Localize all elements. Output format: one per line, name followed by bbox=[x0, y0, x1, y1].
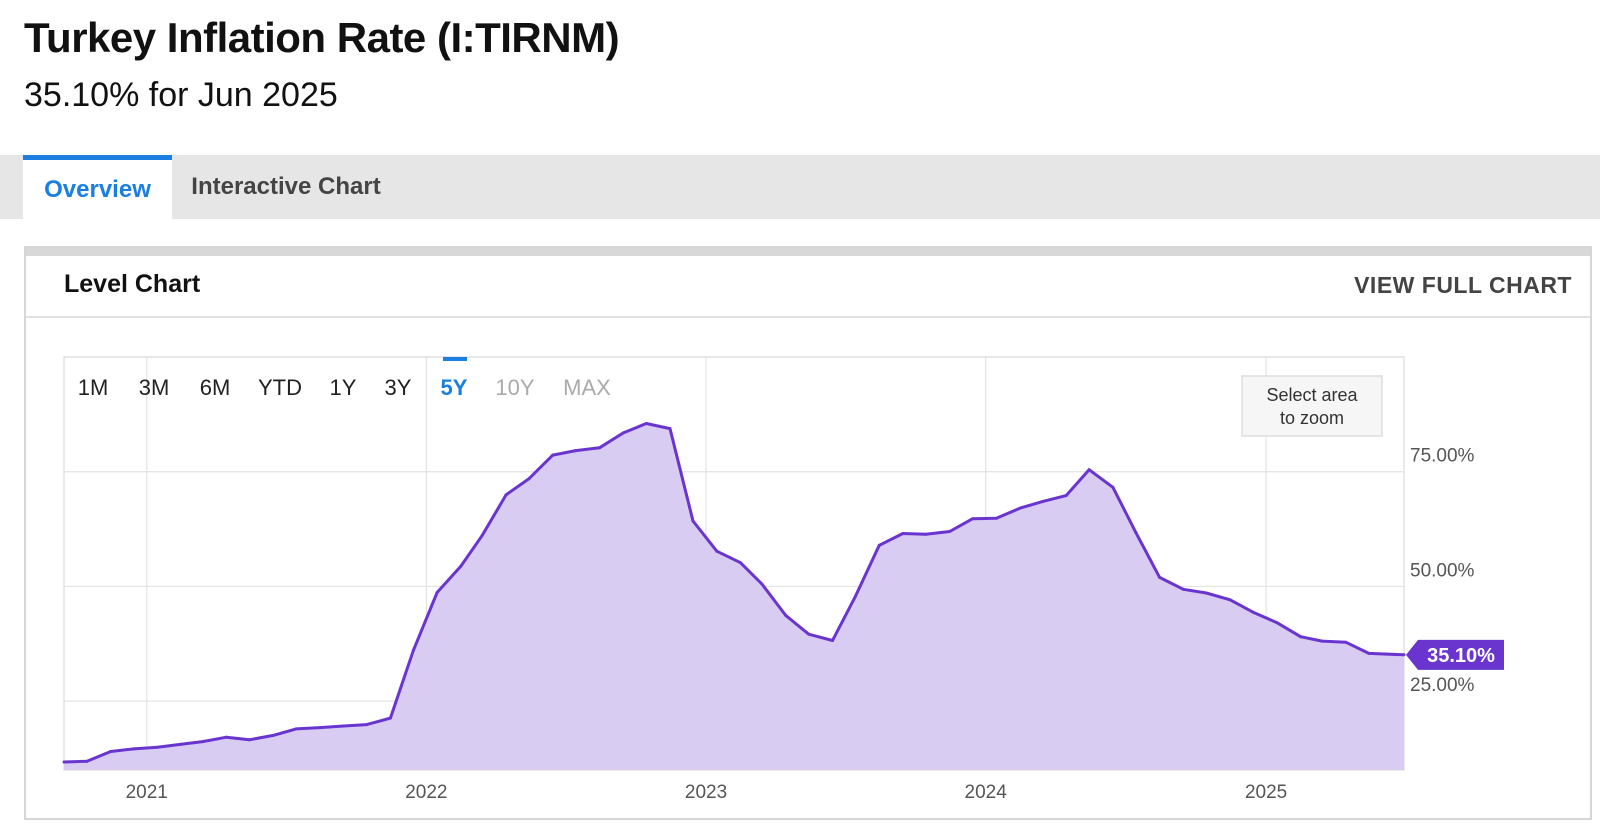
view-full-chart-link[interactable]: VIEW FULL CHART bbox=[1354, 272, 1572, 298]
tab-overview[interactable]: Overview bbox=[23, 155, 172, 219]
data-point-2024-05 bbox=[1087, 468, 1091, 472]
x-tick-label-2021: 2021 bbox=[126, 782, 168, 803]
data-point-2021-08 bbox=[318, 726, 322, 730]
range-button-ytd[interactable]: YTD bbox=[258, 375, 302, 400]
data-point-2020-11 bbox=[109, 750, 113, 753]
data-point-2021-01 bbox=[156, 745, 159, 749]
data-point-2022-04 bbox=[504, 493, 508, 497]
zoom-hint-line1: Select area bbox=[1266, 385, 1358, 405]
data-point-2024-06 bbox=[1111, 485, 1115, 489]
data-point-2024-08 bbox=[1158, 575, 1162, 579]
panel-title: Level Chart bbox=[64, 270, 201, 298]
data-point-2020-12 bbox=[132, 747, 136, 751]
data-point-2023-10 bbox=[924, 532, 928, 536]
data-point-2025-02 bbox=[1299, 635, 1303, 639]
range-button-10y: 10Y bbox=[495, 375, 534, 400]
data-point-2022-05 bbox=[527, 477, 531, 481]
series-area bbox=[64, 423, 1404, 770]
data-point-2024-03 bbox=[1040, 500, 1044, 504]
data-point-2022-03 bbox=[480, 533, 484, 537]
data-point-2022-07 bbox=[574, 449, 578, 453]
range-button-3m[interactable]: 3M bbox=[139, 375, 170, 400]
x-tick-label-2024: 2024 bbox=[965, 782, 1008, 803]
data-point-2025-01 bbox=[1275, 621, 1279, 625]
data-point-2024-12 bbox=[1251, 610, 1255, 614]
data-point-2022-08 bbox=[598, 446, 601, 450]
data-point-2025-06 bbox=[1402, 653, 1406, 657]
data-point-2024-11 bbox=[1228, 598, 1232, 602]
last-value-label: 35.10% bbox=[1427, 645, 1495, 667]
range-button-5y[interactable]: 5Y bbox=[441, 375, 468, 400]
x-tick-label-2023: 2023 bbox=[685, 782, 727, 803]
x-tick-label-2025: 2025 bbox=[1245, 782, 1287, 803]
data-point-2024-09 bbox=[1181, 587, 1185, 591]
data-point-2022-02 bbox=[459, 564, 463, 568]
data-point-2021-09 bbox=[342, 724, 346, 728]
panel-header: Level Chart VIEW FULL CHART bbox=[26, 256, 1590, 318]
data-point-2025-04 bbox=[1344, 640, 1348, 644]
data-point-2021-06 bbox=[271, 733, 275, 737]
data-point-2022-09 bbox=[621, 431, 625, 435]
data-point-2022-12 bbox=[691, 519, 695, 523]
data-point-2021-04 bbox=[224, 735, 228, 739]
range-button-3y[interactable]: 3Y bbox=[385, 375, 412, 400]
data-point-2020-10 bbox=[85, 759, 89, 763]
data-points bbox=[62, 422, 1406, 764]
data-point-2023-08 bbox=[877, 543, 881, 547]
y-tick-label: 75.00% bbox=[1410, 446, 1475, 467]
data-point-2023-02 bbox=[739, 561, 742, 565]
data-point-2023-11 bbox=[948, 530, 952, 533]
data-point-2023-04 bbox=[784, 613, 788, 617]
zoom-hint: Select area to zoom bbox=[1241, 375, 1383, 437]
selected-range-indicator bbox=[443, 357, 467, 361]
y-tick-label: 50.00% bbox=[1410, 560, 1475, 581]
data-point-2025-05 bbox=[1367, 651, 1371, 655]
series-line bbox=[63, 422, 1405, 764]
data-point-2023-09 bbox=[901, 532, 905, 535]
data-point-2024-01 bbox=[994, 516, 998, 520]
range-button-6m[interactable]: 6M bbox=[200, 375, 231, 400]
page-title: Turkey Inflation Rate (I:TIRNM) bbox=[24, 14, 620, 61]
data-point-2024-07 bbox=[1134, 530, 1138, 534]
x-tick-label-2022: 2022 bbox=[405, 782, 447, 803]
data-point-2021-03 bbox=[201, 740, 205, 744]
data-point-2022-06 bbox=[551, 453, 555, 457]
data-point-2022-10 bbox=[644, 422, 648, 425]
data-point-2024-10 bbox=[1204, 591, 1208, 595]
data-point-2022-11 bbox=[668, 427, 672, 431]
range-button-1y[interactable]: 1Y bbox=[330, 375, 357, 400]
data-point-2022-01 bbox=[435, 591, 439, 594]
data-point-2021-12 bbox=[411, 648, 415, 652]
y-tick-label: 25.00% bbox=[1410, 675, 1475, 696]
data-point-2023-06 bbox=[831, 639, 834, 642]
data-point-2024-02 bbox=[1018, 506, 1022, 510]
data-point-2024-04 bbox=[1064, 494, 1068, 498]
data-point-2023-07 bbox=[853, 594, 857, 598]
tab-bar: Overview Interactive Chart bbox=[0, 155, 1600, 219]
data-point-2021-07 bbox=[294, 727, 298, 731]
data-point-2021-05 bbox=[247, 738, 251, 742]
last-value-badge-shape bbox=[1406, 639, 1504, 670]
data-point-2021-02 bbox=[179, 742, 183, 746]
zoom-hint-box bbox=[1241, 375, 1383, 437]
data-point-2023-05 bbox=[807, 632, 811, 636]
data-point-2023-03 bbox=[760, 582, 764, 586]
data-point-2023-01 bbox=[715, 549, 719, 553]
data-point-2023-12 bbox=[971, 517, 975, 521]
data-point-2025-03 bbox=[1320, 639, 1324, 643]
tab-interactive-chart[interactable]: Interactive Chart bbox=[191, 173, 381, 200]
zoom-hint-line2: to zoom bbox=[1280, 408, 1344, 428]
range-button-1m[interactable]: 1M bbox=[78, 375, 109, 400]
range-button-max: MAX bbox=[563, 375, 611, 400]
data-point-2021-10 bbox=[365, 723, 369, 727]
page-subtitle: 35.10% for Jun 2025 bbox=[24, 76, 338, 114]
data-point-2021-11 bbox=[388, 716, 392, 720]
data-point-2020-09 bbox=[62, 760, 66, 764]
last-value-badge: 35.10% bbox=[1406, 639, 1504, 670]
